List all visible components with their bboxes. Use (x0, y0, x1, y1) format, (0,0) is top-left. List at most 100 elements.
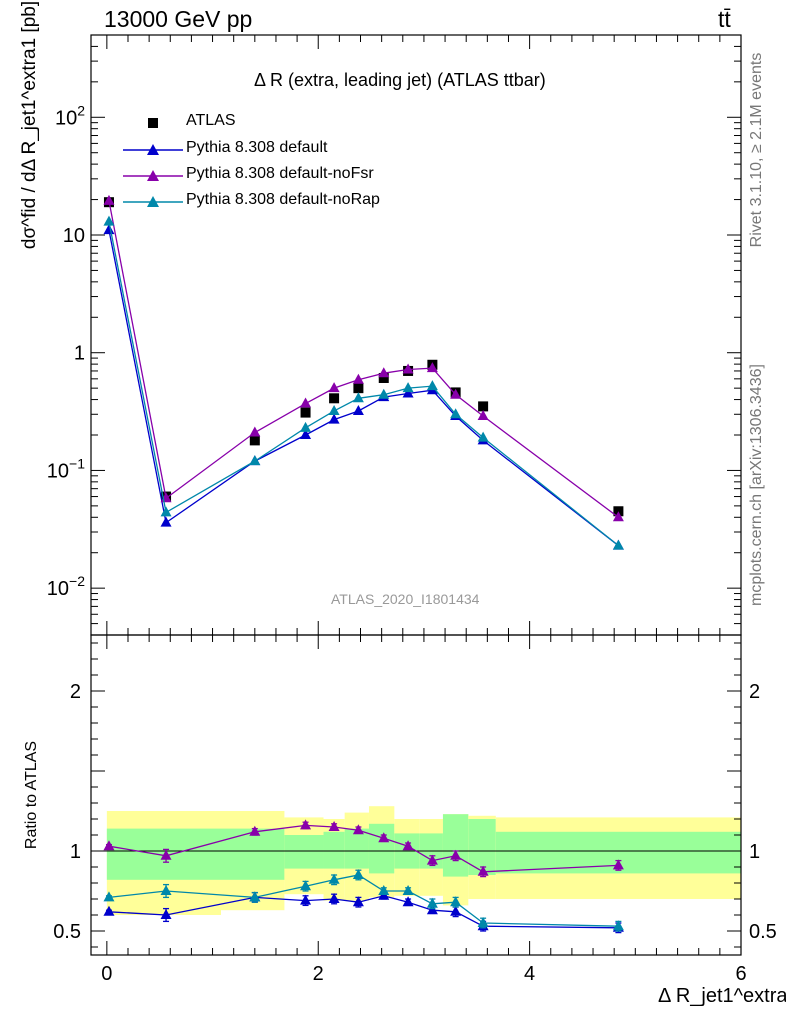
ratio-point-norap (103, 891, 115, 902)
ratio-point-default (352, 896, 364, 907)
data-point-default (103, 224, 115, 235)
ratio-point-default (328, 893, 340, 903)
data-point-nofsr (477, 410, 489, 421)
ratio-band-inner (221, 828, 285, 880)
ratio-point-default (160, 909, 172, 919)
series-line-nofsr (108, 200, 619, 518)
ratio-point-nofsr (426, 854, 438, 865)
data-point-default (328, 413, 340, 424)
data-point-norap (352, 392, 364, 403)
ratio-point-nofsr (450, 849, 462, 860)
ratio-point-nofsr (402, 840, 414, 851)
top-ylabel: dσ^fid / dΔ R_jet1^extra1 [pb] (19, 0, 40, 250)
bottom-ytick-label-right: 0.5 (749, 921, 777, 943)
bottom-ylabel: Ratio to ATLAS (23, 740, 40, 850)
bottom-frame (90, 634, 742, 956)
data-point-nofsr (328, 382, 340, 393)
data-point-nofsr (352, 373, 364, 384)
legend: ATLAS Pythia 8.308 default Pythia 8.308 … (120, 112, 450, 217)
ratio-point-norap (160, 885, 172, 895)
bottom-ytick-label-right: 2 (749, 681, 760, 703)
analysis-watermark: ATLAS_2020_I1801434 (331, 591, 480, 607)
legend-label-default: Pythia 8.308 default (186, 139, 328, 156)
legend-marker-atlas (148, 118, 158, 128)
ratio-point-nofsr (477, 865, 489, 876)
bottom-ytick-label: 2 (70, 681, 81, 703)
header-energy-label: 13000 GeV pp (104, 6, 253, 32)
xlabel: Δ R_jet1^extra1 (658, 985, 786, 1007)
data-point-default (160, 516, 172, 527)
ratio-point-default (450, 905, 462, 916)
data-point-nofsr (450, 388, 462, 399)
data-point-atlas (378, 372, 389, 383)
top-ytick-label: 10 (63, 225, 85, 247)
top-ytick-label: 102 (55, 102, 85, 129)
ratio-point-norap (402, 885, 414, 895)
data-point-norap (103, 215, 115, 226)
ratio-band-inner (323, 831, 345, 869)
data-point-norap (426, 380, 438, 391)
legend-label-atlas: ATLAS (186, 112, 236, 129)
data-point-default (352, 404, 364, 415)
data-point-nofsr (300, 397, 312, 408)
top-ytick-label: 10−2 (47, 573, 85, 600)
bottom-ytick-label-right: 1 (749, 841, 760, 863)
data-point-nofsr (402, 363, 414, 374)
data-point-nofsr (249, 426, 261, 437)
top-ytick-label: 10−1 (47, 455, 85, 482)
ratio-point-norap (328, 873, 340, 884)
series-line-default (108, 230, 619, 547)
data-point-atlas (249, 435, 260, 446)
data-point-atlas (478, 401, 489, 412)
data-point-norap (612, 539, 624, 550)
ratio-point-norap (249, 891, 261, 902)
data-point-default (300, 429, 312, 439)
data-point-norap (477, 431, 489, 442)
bottom-ytick-label: 0.5 (53, 921, 81, 943)
data-point-nofsr (612, 511, 624, 522)
data-point-default (402, 387, 414, 398)
data-point-norap (450, 408, 462, 419)
legend-marker-default (123, 144, 183, 155)
ratio-point-nofsr (612, 859, 624, 870)
ratio-band-inner (284, 835, 324, 869)
legend-marker-norap (123, 196, 183, 207)
data-point-norap (402, 382, 414, 393)
data-point-nofsr (426, 362, 438, 373)
ratio-point-norap (612, 920, 624, 931)
ratio-point-nofsr (249, 825, 261, 836)
ratio-point-norap (300, 880, 312, 891)
data-point-atlas (329, 393, 340, 404)
ratio-band-inner (368, 823, 395, 874)
xtick-label: 0 (101, 963, 112, 985)
ratio-point-default (103, 905, 115, 916)
top-ytick-label: 1 (74, 343, 85, 365)
xtick-label: 4 (524, 963, 535, 985)
ratio-point-default (402, 896, 414, 907)
ratio-band-inner (442, 814, 469, 877)
data-point-norap (328, 404, 340, 415)
bottom-ytick-label: 1 (70, 841, 81, 863)
data-point-atlas (300, 407, 311, 418)
data-point-atlas (353, 383, 364, 394)
ratio-point-nofsr (160, 849, 172, 860)
data-point-nofsr (378, 367, 390, 378)
ratio-point-nofsr (352, 824, 364, 835)
data-point-norap (249, 455, 261, 466)
ratio-point-nofsr (378, 832, 390, 843)
data-point-nofsr (103, 194, 115, 205)
data-point-atlas (613, 506, 624, 517)
legend-label-norap: Pythia 8.308 default-noRap (186, 191, 380, 208)
ratio-point-norap (477, 917, 489, 927)
chart-title: Δ R (extra, leading jet) (ATLAS ttbar) (254, 70, 546, 90)
xtick-label: 2 (313, 963, 324, 985)
ratio-point-norap (426, 897, 438, 908)
data-point-norap (378, 388, 390, 399)
ratio-point-nofsr (300, 819, 312, 830)
data-point-norap (300, 421, 312, 432)
ratio-point-norap (450, 896, 462, 907)
legend-marker-nofsr (123, 170, 183, 181)
legend-label-nofsr: Pythia 8.308 default-noFsr (186, 165, 374, 182)
ratio-point-nofsr (103, 840, 115, 851)
